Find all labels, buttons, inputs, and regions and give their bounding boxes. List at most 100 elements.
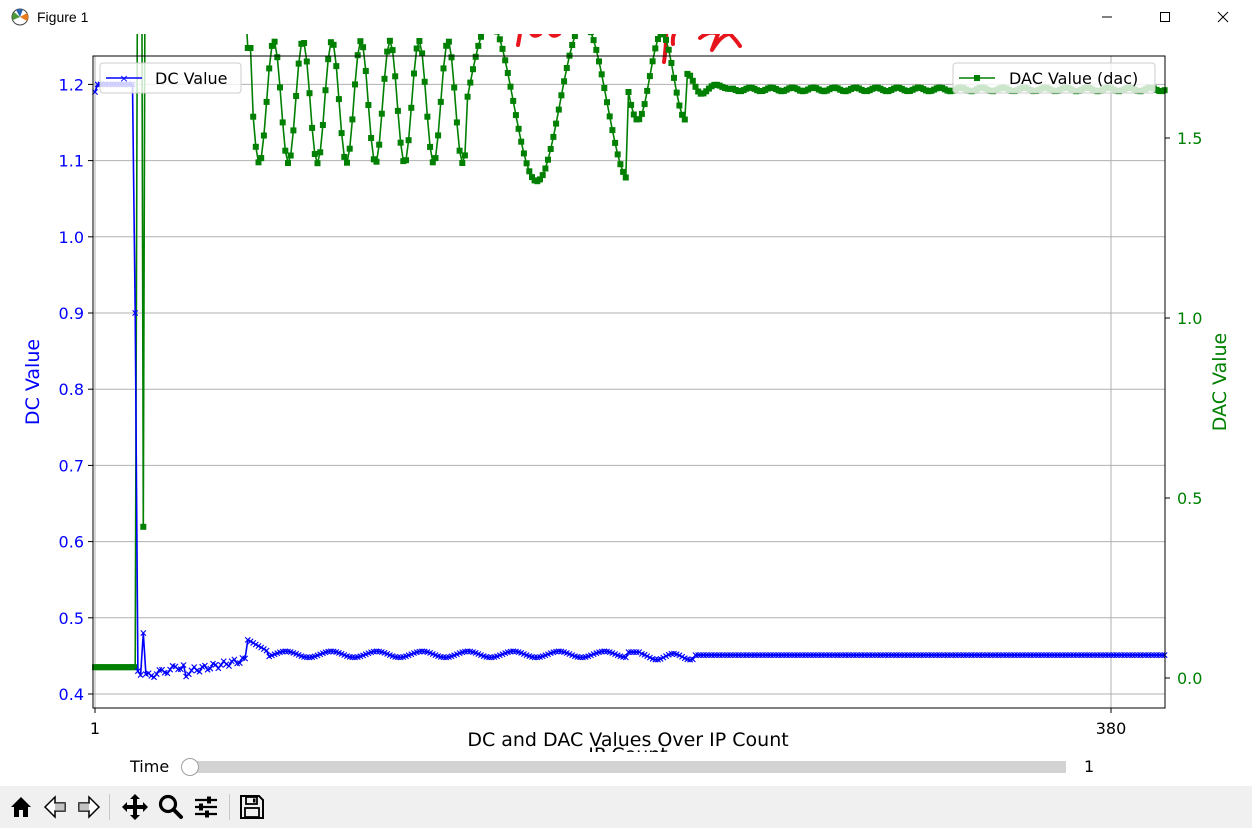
y-left-tick-label: 0.4 xyxy=(59,685,84,704)
y-right-tick-label: 0.0 xyxy=(1177,669,1202,688)
dac-point xyxy=(470,66,476,73)
dc-point xyxy=(821,652,828,659)
dc-point xyxy=(486,654,493,661)
dc-point xyxy=(1113,652,1120,659)
y-left-tick-label: 0.9 xyxy=(59,304,84,323)
dc-point xyxy=(236,660,243,667)
back-button[interactable] xyxy=(40,792,70,822)
dc-point xyxy=(917,652,924,659)
forward-button[interactable] xyxy=(74,792,104,822)
dac-point xyxy=(668,60,675,66)
y-axis-right: 0.00.51.01.52.02.53.0 xyxy=(1165,129,1202,688)
dac-point xyxy=(523,160,530,167)
pan-icon xyxy=(122,794,148,820)
dac-point xyxy=(335,96,342,103)
dc-line xyxy=(94,83,1165,679)
dac-point xyxy=(416,38,423,44)
dac-point xyxy=(496,36,503,43)
dac-point xyxy=(459,160,466,166)
dac-point xyxy=(432,155,439,162)
dc-point xyxy=(1073,652,1080,659)
dc-point xyxy=(877,652,884,659)
dc-point xyxy=(933,652,940,659)
forward-icon xyxy=(78,795,101,819)
dc-point xyxy=(137,672,144,678)
dac-point xyxy=(652,45,659,52)
dac-point xyxy=(263,98,270,105)
dac-point xyxy=(440,65,447,72)
dc-point xyxy=(622,654,629,661)
configure-subplots-button[interactable] xyxy=(191,792,221,822)
dac-point xyxy=(665,46,672,53)
dac-point xyxy=(553,120,560,127)
dac-point xyxy=(301,40,308,46)
dac-point xyxy=(309,124,316,131)
dac-point xyxy=(638,110,645,117)
dac-point xyxy=(550,133,557,140)
save-button[interactable] xyxy=(237,792,267,822)
dac-point xyxy=(537,176,543,183)
home-icon xyxy=(11,797,31,817)
dac-point xyxy=(687,72,694,79)
dc-point xyxy=(1003,652,1010,659)
home-button[interactable] xyxy=(6,792,36,822)
dc-point xyxy=(134,668,141,675)
dac-point xyxy=(646,73,653,80)
time-slider-handle[interactable] xyxy=(181,758,199,776)
dc-point xyxy=(218,662,224,668)
dac-point xyxy=(403,157,409,164)
dc-point xyxy=(834,652,841,659)
dac-point xyxy=(625,89,632,95)
legend-dc-label: DC Value xyxy=(155,69,228,88)
dac-point xyxy=(545,156,551,163)
dac-point xyxy=(655,36,661,42)
dac-point xyxy=(555,106,562,113)
maximize-button[interactable] xyxy=(1136,0,1194,34)
dac-point xyxy=(445,38,452,45)
dac-point xyxy=(341,153,348,160)
dc-point xyxy=(185,671,192,678)
dc-point xyxy=(974,652,980,659)
close-button[interactable] xyxy=(1194,0,1252,34)
dac-point xyxy=(349,116,356,123)
dac-point xyxy=(561,78,568,85)
dac-point xyxy=(405,137,412,144)
dac-point xyxy=(140,523,147,530)
dac-point xyxy=(453,119,460,126)
pan-button[interactable] xyxy=(120,792,150,822)
dc-point xyxy=(260,646,267,652)
dac-point xyxy=(628,101,635,108)
dac-point xyxy=(419,50,426,57)
y-left-tick-label: 0.7 xyxy=(59,456,84,475)
dc-point xyxy=(1100,652,1106,659)
dc-point xyxy=(987,652,994,659)
y-axis-right-label: DAC Value xyxy=(1209,333,1231,431)
dac-point xyxy=(609,127,616,134)
dc-point xyxy=(636,649,643,656)
dac-point xyxy=(593,46,600,53)
toolbar-separator xyxy=(109,794,110,820)
dc-point xyxy=(689,656,696,663)
dac-point xyxy=(464,93,471,100)
dac-point xyxy=(413,45,420,52)
dac-point xyxy=(456,147,463,154)
minimize-button[interactable] xyxy=(1078,0,1136,34)
dc-point xyxy=(196,668,203,675)
time-slider-track[interactable] xyxy=(190,761,1066,773)
dac-point xyxy=(510,97,517,104)
dac-point xyxy=(247,45,254,51)
dac-point xyxy=(569,42,576,48)
dc-point xyxy=(226,663,232,669)
dc-point xyxy=(695,652,702,659)
zoom-button[interactable] xyxy=(156,792,186,822)
dac-point xyxy=(392,73,399,80)
dc-point xyxy=(1043,652,1050,659)
dac-point xyxy=(499,45,506,52)
dac-point xyxy=(518,138,525,145)
dac-point xyxy=(384,48,391,55)
dac-point xyxy=(622,174,629,181)
dac-point xyxy=(644,87,651,94)
dac-point xyxy=(630,111,637,118)
dc-point xyxy=(848,652,854,659)
close-icon xyxy=(1217,11,1229,23)
